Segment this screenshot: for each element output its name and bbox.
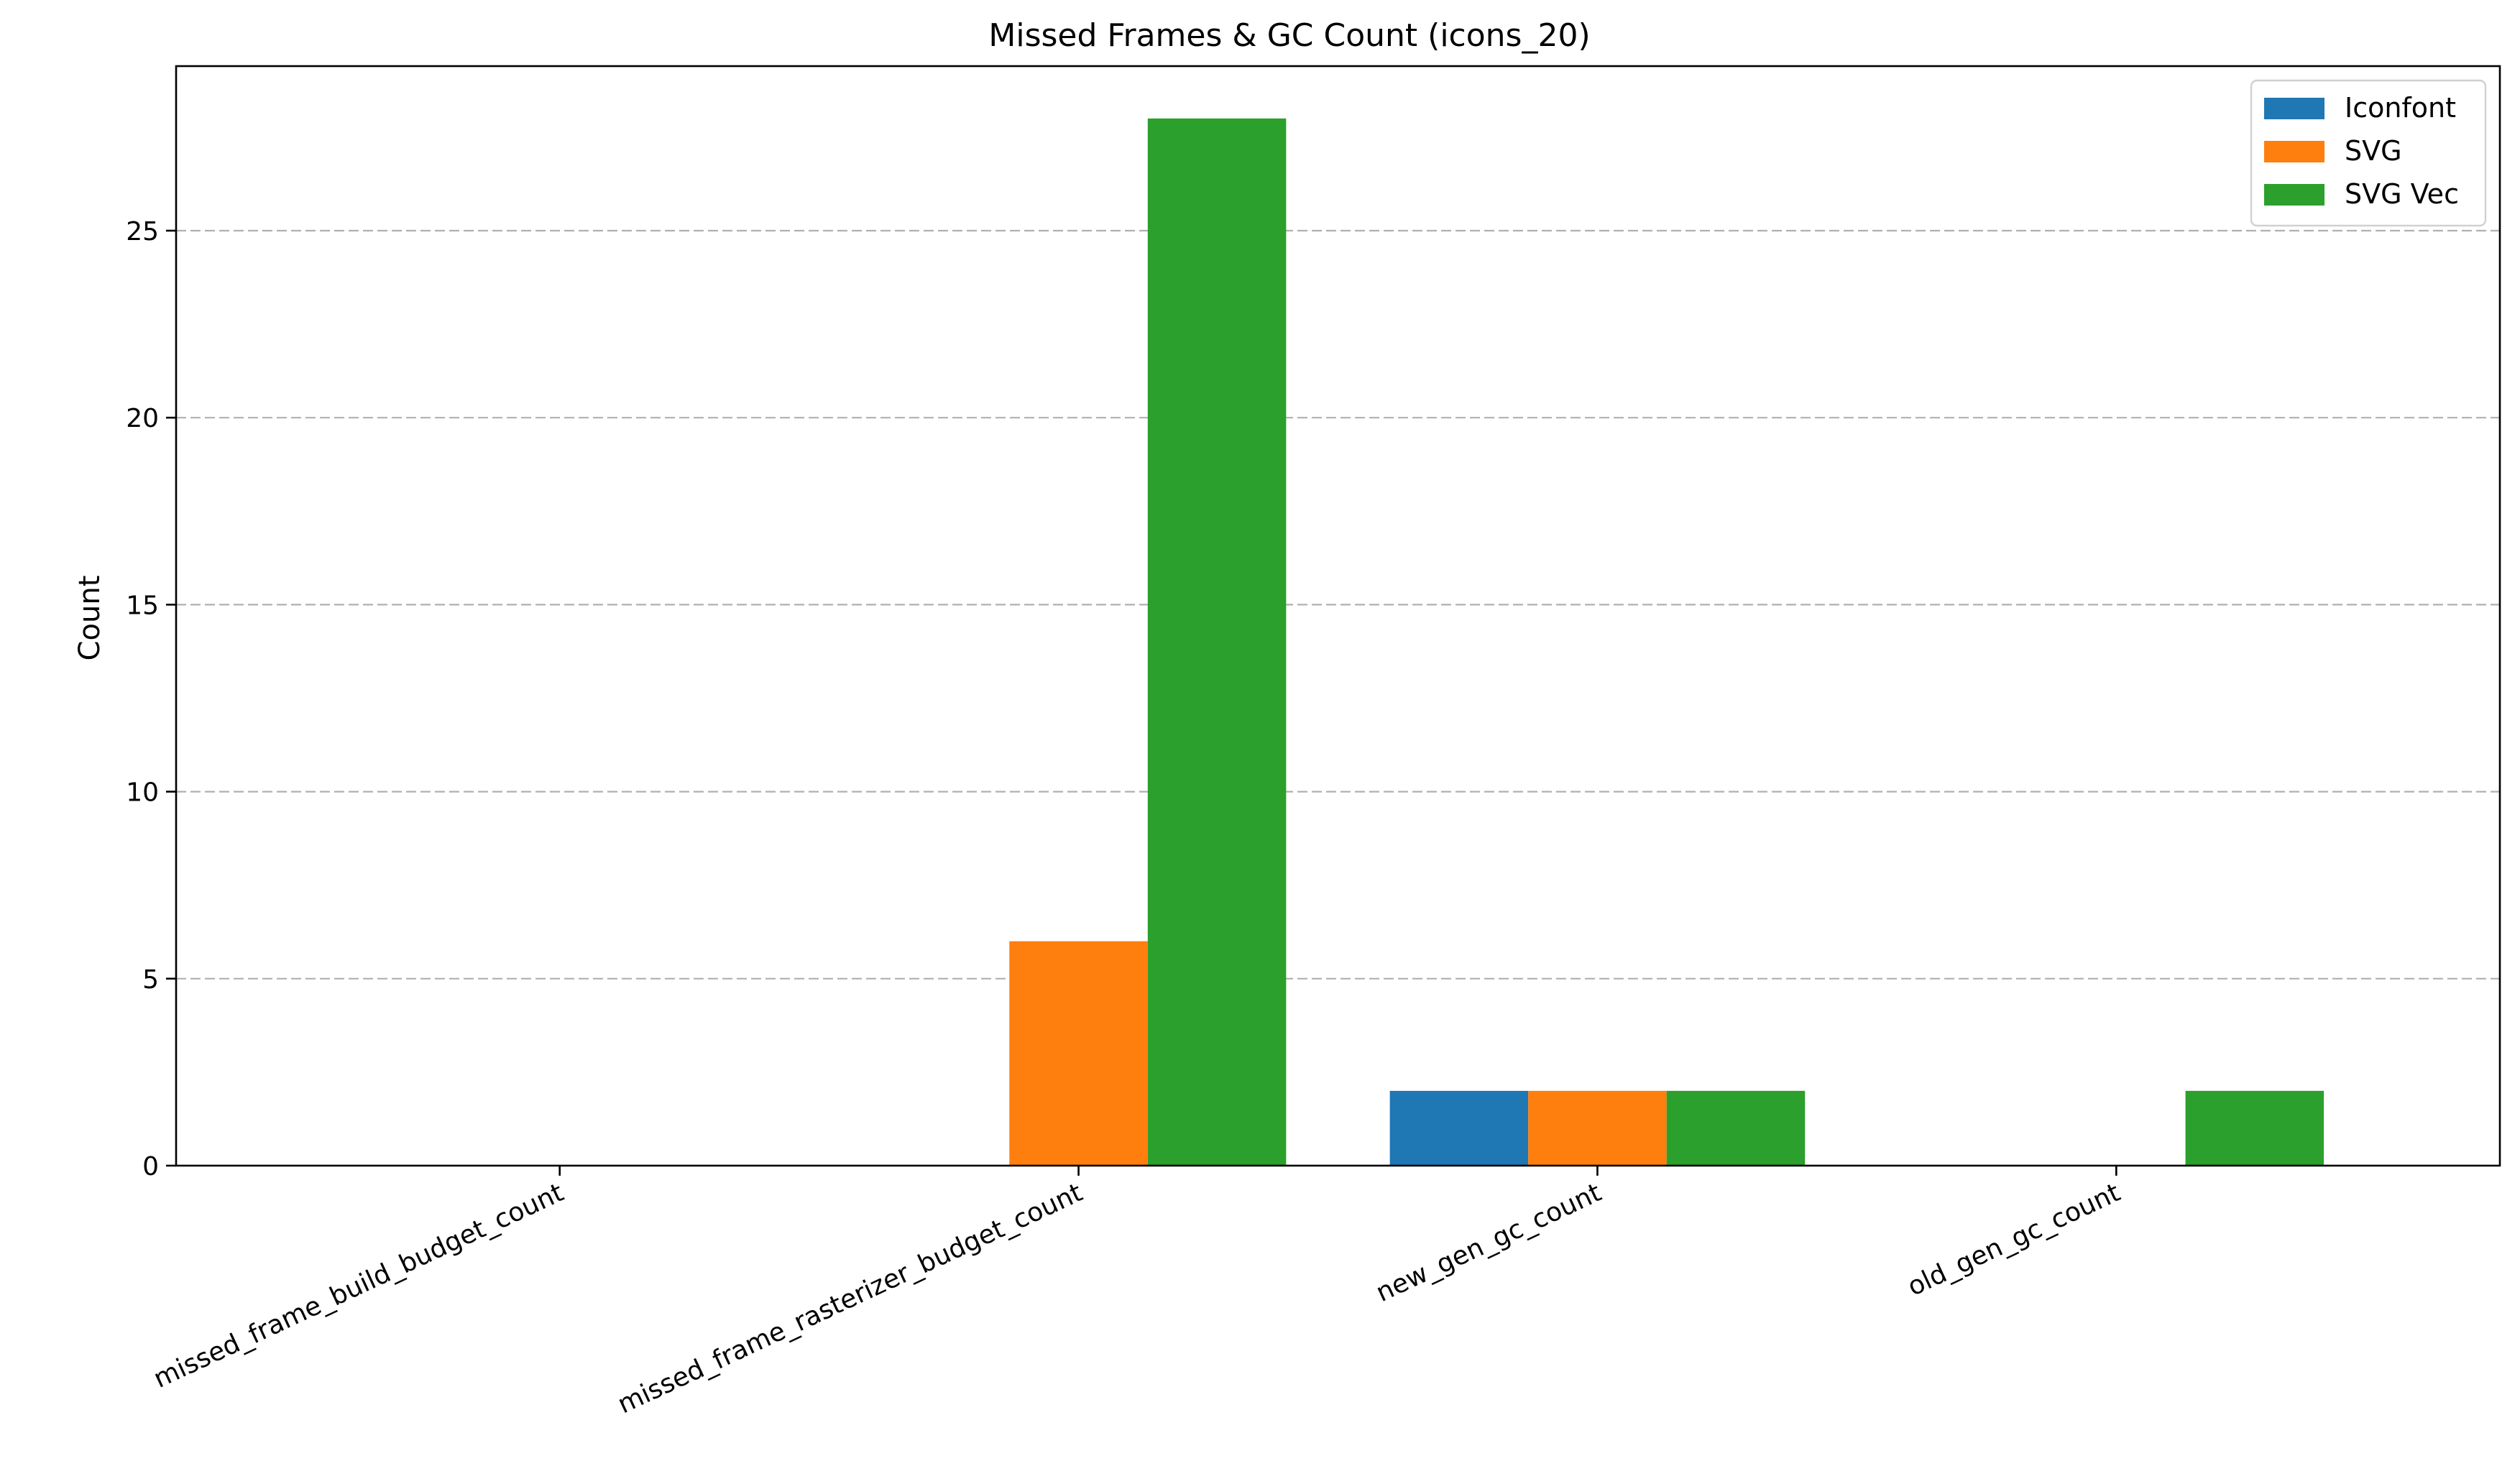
bars: [1009, 118, 2324, 1166]
legend-label-iconfont: Iconfont: [2345, 92, 2456, 124]
legend-label-svg: SVG: [2345, 135, 2402, 167]
legend-swatch-svg-vec: [2264, 184, 2324, 206]
y-tick-label: 10: [126, 778, 159, 808]
y-tick-label: 25: [126, 217, 159, 246]
legend: Iconfont SVG SVG Vec: [2250, 79, 2487, 227]
legend-swatch-svg: [2264, 141, 2324, 162]
bar-svg-missed-frame-rasterizer-budget-count: [1009, 941, 1148, 1166]
legend-swatch-iconfont: [2264, 98, 2324, 119]
bar-svg-vec-old-gen-gc-count: [2185, 1090, 2324, 1166]
y-axis-ticks: 0 5 10 15 20 25: [126, 217, 176, 1181]
y-tick-label: 0: [142, 1152, 159, 1181]
y-axis-label: Count: [73, 576, 106, 661]
legend-label-svg-vec: SVG Vec: [2345, 178, 2459, 210]
y-tick-label: 15: [126, 591, 159, 620]
bar-svg-new-gen-gc-count: [1528, 1090, 1667, 1166]
y-tick-label: 20: [126, 404, 159, 433]
chart-title: Missed Frames & GC Count (icons_20): [988, 17, 1590, 54]
y-tick-label: 5: [142, 965, 159, 995]
axes-frame: [175, 65, 2501, 1167]
bar-svg-vec-new-gen-gc-count: [1666, 1090, 1806, 1166]
bar-svg-vec-missed-frame-rasterizer-budget-count: [1147, 118, 1287, 1166]
bar-iconfont-new-gen-gc-count: [1389, 1090, 1529, 1166]
